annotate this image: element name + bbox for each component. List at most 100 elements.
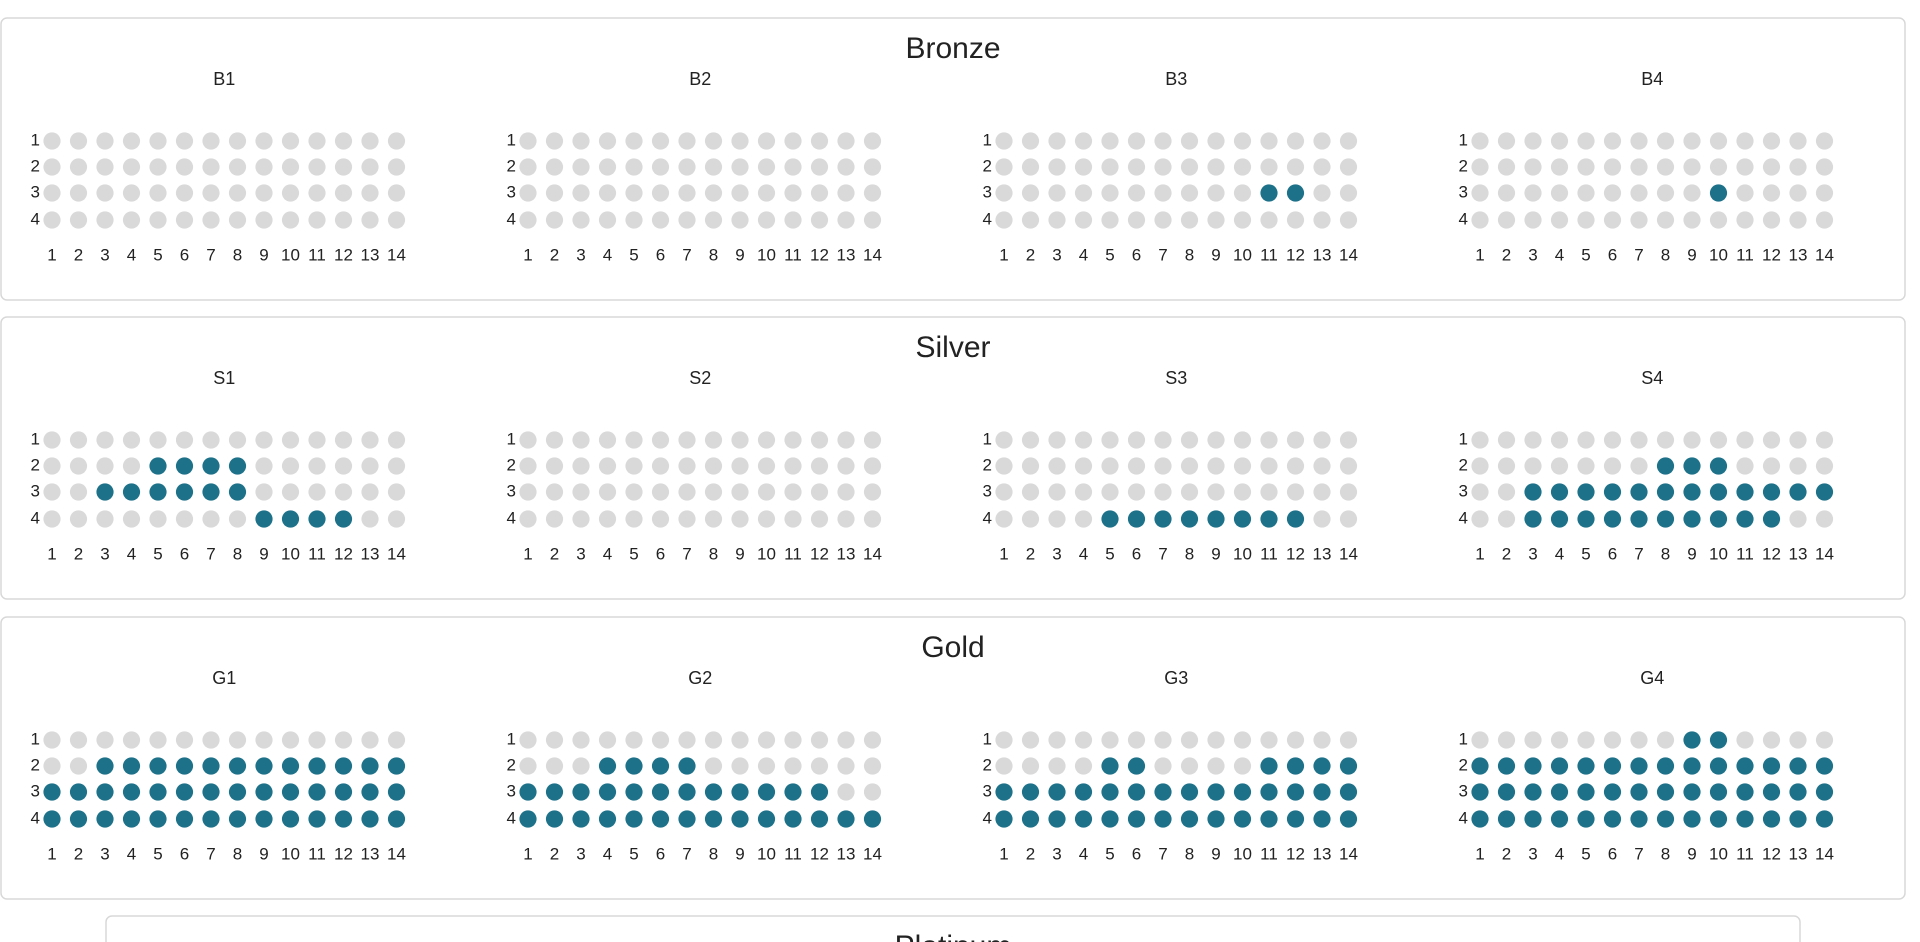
- seat[interactable]: [1021, 810, 1040, 828]
- seat[interactable]: [731, 731, 749, 749]
- seat[interactable]: [625, 184, 643, 202]
- seat[interactable]: [1630, 457, 1648, 475]
- seat[interactable]: [202, 783, 220, 801]
- seat[interactable]: [1048, 211, 1066, 229]
- seat[interactable]: [1101, 184, 1119, 202]
- seat[interactable]: [1736, 510, 1754, 528]
- seat[interactable]: [1021, 783, 1040, 801]
- seat[interactable]: [1577, 431, 1595, 449]
- seat[interactable]: [1497, 731, 1516, 749]
- seat[interactable]: [1101, 457, 1119, 475]
- seat[interactable]: [625, 757, 643, 775]
- seat[interactable]: [255, 457, 273, 475]
- seat[interactable]: [122, 457, 141, 475]
- seat[interactable]: [1736, 431, 1754, 449]
- seat[interactable]: [1497, 457, 1516, 475]
- seat[interactable]: [43, 731, 61, 749]
- seat[interactable]: [1207, 810, 1225, 828]
- seat[interactable]: [1127, 757, 1146, 775]
- seat[interactable]: [678, 510, 696, 528]
- seat[interactable]: [1603, 431, 1622, 449]
- seat[interactable]: [1021, 457, 1040, 475]
- seat[interactable]: [1497, 184, 1516, 202]
- seat[interactable]: [757, 757, 776, 775]
- seat[interactable]: [572, 510, 590, 528]
- seat[interactable]: [1524, 810, 1542, 828]
- seat[interactable]: [361, 457, 379, 475]
- seat[interactable]: [1313, 158, 1331, 176]
- seat[interactable]: [1524, 757, 1542, 775]
- seat[interactable]: [149, 783, 167, 801]
- seat[interactable]: [1101, 810, 1119, 828]
- seat[interactable]: [1021, 483, 1040, 501]
- seat[interactable]: [1550, 132, 1569, 150]
- seat[interactable]: [1709, 431, 1728, 449]
- seat[interactable]: [1603, 783, 1622, 801]
- seat[interactable]: [175, 132, 194, 150]
- seat[interactable]: [1709, 731, 1728, 749]
- seat[interactable]: [1630, 132, 1648, 150]
- seat[interactable]: [757, 483, 776, 501]
- seat[interactable]: [1550, 810, 1569, 828]
- seat[interactable]: [1180, 757, 1199, 775]
- seat[interactable]: [1524, 510, 1542, 528]
- seat[interactable]: [1656, 211, 1675, 229]
- seat[interactable]: [1074, 457, 1093, 475]
- seat[interactable]: [1789, 810, 1807, 828]
- seat[interactable]: [1207, 757, 1225, 775]
- seat[interactable]: [1736, 783, 1754, 801]
- seat[interactable]: [837, 158, 855, 176]
- seat[interactable]: [149, 483, 167, 501]
- seat[interactable]: [995, 431, 1013, 449]
- seat[interactable]: [1233, 783, 1252, 801]
- seat[interactable]: [387, 184, 406, 202]
- seat[interactable]: [1762, 211, 1781, 229]
- seat[interactable]: [784, 783, 802, 801]
- seat[interactable]: [122, 510, 141, 528]
- seat[interactable]: [1260, 757, 1278, 775]
- seat[interactable]: [704, 431, 723, 449]
- seat[interactable]: [545, 184, 564, 202]
- seat[interactable]: [572, 457, 590, 475]
- seat[interactable]: [228, 211, 247, 229]
- seat[interactable]: [1497, 158, 1516, 176]
- seat[interactable]: [1709, 132, 1728, 150]
- seat[interactable]: [572, 132, 590, 150]
- seat[interactable]: [1154, 457, 1172, 475]
- seat[interactable]: [545, 457, 564, 475]
- seat[interactable]: [1630, 510, 1648, 528]
- seat[interactable]: [1709, 810, 1728, 828]
- seat[interactable]: [1233, 457, 1252, 475]
- seat[interactable]: [1101, 757, 1119, 775]
- seat[interactable]: [651, 211, 670, 229]
- seat[interactable]: [1762, 457, 1781, 475]
- seat[interactable]: [757, 510, 776, 528]
- seat[interactable]: [1180, 731, 1199, 749]
- seat[interactable]: [1524, 431, 1542, 449]
- seat[interactable]: [572, 483, 590, 501]
- seat[interactable]: [863, 483, 882, 501]
- seat[interactable]: [837, 483, 855, 501]
- seat[interactable]: [149, 184, 167, 202]
- seat[interactable]: [387, 810, 406, 828]
- seat[interactable]: [1180, 510, 1199, 528]
- seat[interactable]: [1762, 757, 1781, 775]
- seat[interactable]: [255, 211, 273, 229]
- seat[interactable]: [1074, 431, 1093, 449]
- seat[interactable]: [810, 757, 829, 775]
- seat[interactable]: [1656, 184, 1675, 202]
- seat[interactable]: [1656, 158, 1675, 176]
- seat[interactable]: [175, 457, 194, 475]
- seat[interactable]: [202, 211, 220, 229]
- seat[interactable]: [1471, 757, 1489, 775]
- seat[interactable]: [995, 510, 1013, 528]
- seat[interactable]: [1180, 431, 1199, 449]
- seat[interactable]: [1260, 132, 1278, 150]
- seat[interactable]: [387, 483, 406, 501]
- seat[interactable]: [863, 757, 882, 775]
- seat[interactable]: [1550, 431, 1569, 449]
- seat[interactable]: [175, 810, 194, 828]
- seat[interactable]: [651, 431, 670, 449]
- seat[interactable]: [1048, 431, 1066, 449]
- seat[interactable]: [1286, 731, 1305, 749]
